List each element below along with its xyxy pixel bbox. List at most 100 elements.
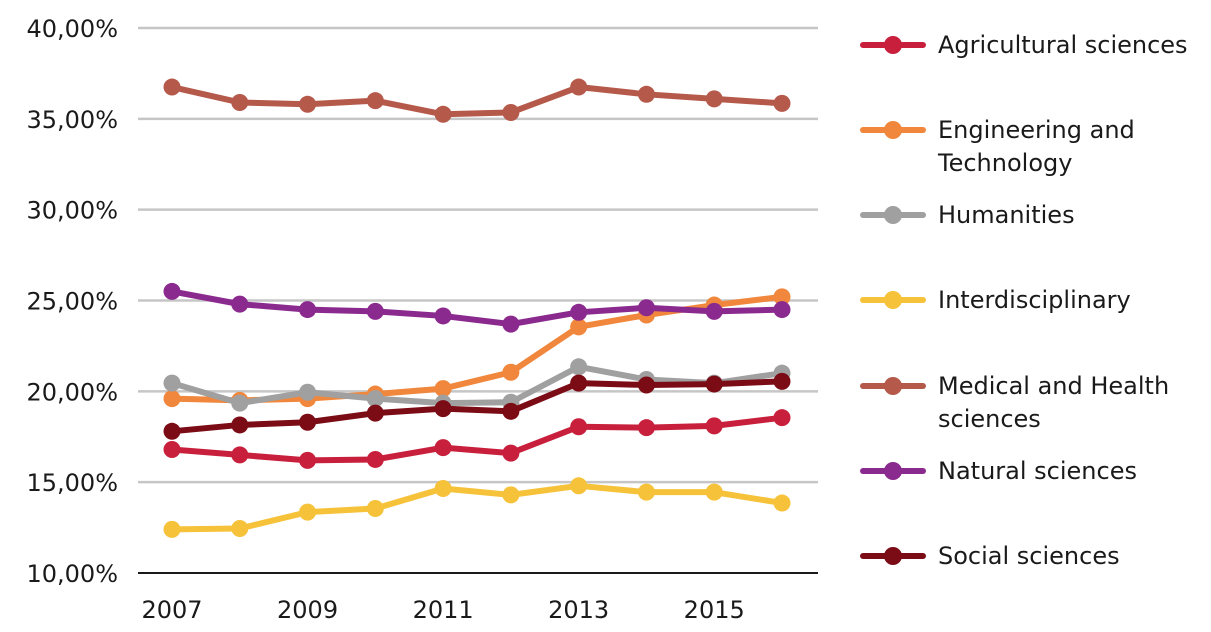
data-point <box>773 301 791 319</box>
data-point <box>570 318 588 336</box>
legend-swatch-marker <box>884 121 902 139</box>
legend-label: Humanities <box>938 201 1075 229</box>
legend-label: Agricultural sciences <box>938 31 1188 59</box>
legend-swatch-marker <box>884 206 902 224</box>
y-tick-label: 40,00% <box>26 15 118 43</box>
data-point <box>366 302 384 320</box>
data-point <box>163 520 181 538</box>
data-point <box>163 422 181 440</box>
legend-label: Natural sciences <box>938 457 1137 485</box>
data-point <box>570 418 588 436</box>
series-line-medical-and-health-sciences <box>169 84 785 118</box>
data-point <box>231 519 249 537</box>
data-point <box>773 409 791 427</box>
data-point <box>637 85 655 103</box>
data-point <box>637 419 655 437</box>
data-point <box>434 400 452 418</box>
legend-item-engineering-and-technology: Engineering and Technology <box>860 116 1135 177</box>
data-point <box>502 103 520 121</box>
data-point <box>434 439 452 457</box>
y-tick-label: 20,00% <box>26 378 118 406</box>
data-point <box>502 444 520 462</box>
legend-item-medical-and-health-sciences: Medical and Health sciences <box>860 372 1169 433</box>
data-point <box>366 500 384 518</box>
data-point <box>705 302 723 320</box>
legend-swatch-marker <box>884 377 902 395</box>
data-point <box>773 494 791 512</box>
legend-item-agricultural-sciences: Agricultural sciences <box>860 31 1188 59</box>
legend-swatch-marker <box>884 462 902 480</box>
gridlines <box>138 26 818 484</box>
y-tick-label: 25,00% <box>26 288 118 316</box>
x-tick-label: 2013 <box>548 596 609 624</box>
legend-label: Engineering and Technology <box>937 116 1135 177</box>
data-point <box>299 383 317 401</box>
data-point <box>434 480 452 498</box>
data-point <box>570 374 588 392</box>
data-point <box>163 440 181 458</box>
data-point <box>434 380 452 398</box>
data-point <box>570 358 588 376</box>
y-tick-label: 10,00% <box>26 560 118 588</box>
legend-swatch-marker <box>884 547 902 565</box>
data-point <box>231 394 249 412</box>
legend-swatch-marker <box>884 36 902 54</box>
data-point <box>231 446 249 464</box>
series-line-agricultural-sciences <box>169 414 785 464</box>
series-agricultural-sciences <box>163 409 791 469</box>
data-point <box>705 90 723 108</box>
data-point <box>434 105 452 123</box>
legend-item-interdisciplinary: Interdisciplinary <box>860 286 1131 314</box>
data-point <box>366 404 384 422</box>
y-tick-label: 35,00% <box>26 106 118 134</box>
data-point <box>637 299 655 317</box>
data-point <box>299 451 317 469</box>
data-point <box>570 477 588 495</box>
data-point <box>637 376 655 394</box>
data-point <box>637 483 655 501</box>
data-point <box>366 390 384 408</box>
legend-swatch-marker <box>884 291 902 309</box>
series-line-natural-sciences <box>169 288 785 328</box>
data-point <box>299 503 317 521</box>
data-point <box>366 450 384 468</box>
series-line-social-sciences <box>169 378 785 435</box>
series-social-sciences <box>163 372 791 440</box>
data-point <box>231 416 249 434</box>
legend: Agricultural sciences Engineering and Tech… <box>860 31 1188 570</box>
x-tick-label: 2007 <box>141 596 202 624</box>
data-point <box>163 390 181 408</box>
data-point <box>231 93 249 111</box>
y-tick-label: 30,00% <box>26 197 118 225</box>
x-tick-label: 2009 <box>277 596 338 624</box>
x-tick-label: 2015 <box>684 596 745 624</box>
data-point <box>570 78 588 96</box>
data-point <box>502 363 520 381</box>
legend-label: Medical and Health sciences <box>938 372 1169 433</box>
legend-label: Interdisciplinary <box>938 286 1131 314</box>
data-point <box>570 303 588 321</box>
data-point <box>434 307 452 325</box>
x-tick-label: 2011 <box>413 596 474 624</box>
data-point <box>163 78 181 96</box>
data-point <box>231 295 249 313</box>
legend-label: Social sciences <box>938 542 1120 570</box>
data-point <box>705 483 723 501</box>
series-natural-sciences <box>163 282 791 333</box>
data-point <box>502 315 520 333</box>
legend-item-social-sciences: Social sciences <box>860 542 1120 570</box>
data-point <box>299 95 317 113</box>
series-lines <box>163 78 791 538</box>
data-point <box>773 372 791 390</box>
data-point <box>705 375 723 393</box>
series-line-interdisciplinary <box>169 482 785 533</box>
series-medical-and-health-sciences <box>163 78 791 123</box>
series-interdisciplinary <box>163 477 791 538</box>
y-tick-label: 15,00% <box>26 469 118 497</box>
data-point <box>773 94 791 112</box>
data-point <box>299 413 317 431</box>
data-point <box>502 486 520 504</box>
legend-item-humanities: Humanities <box>860 201 1075 229</box>
data-point <box>773 288 791 306</box>
